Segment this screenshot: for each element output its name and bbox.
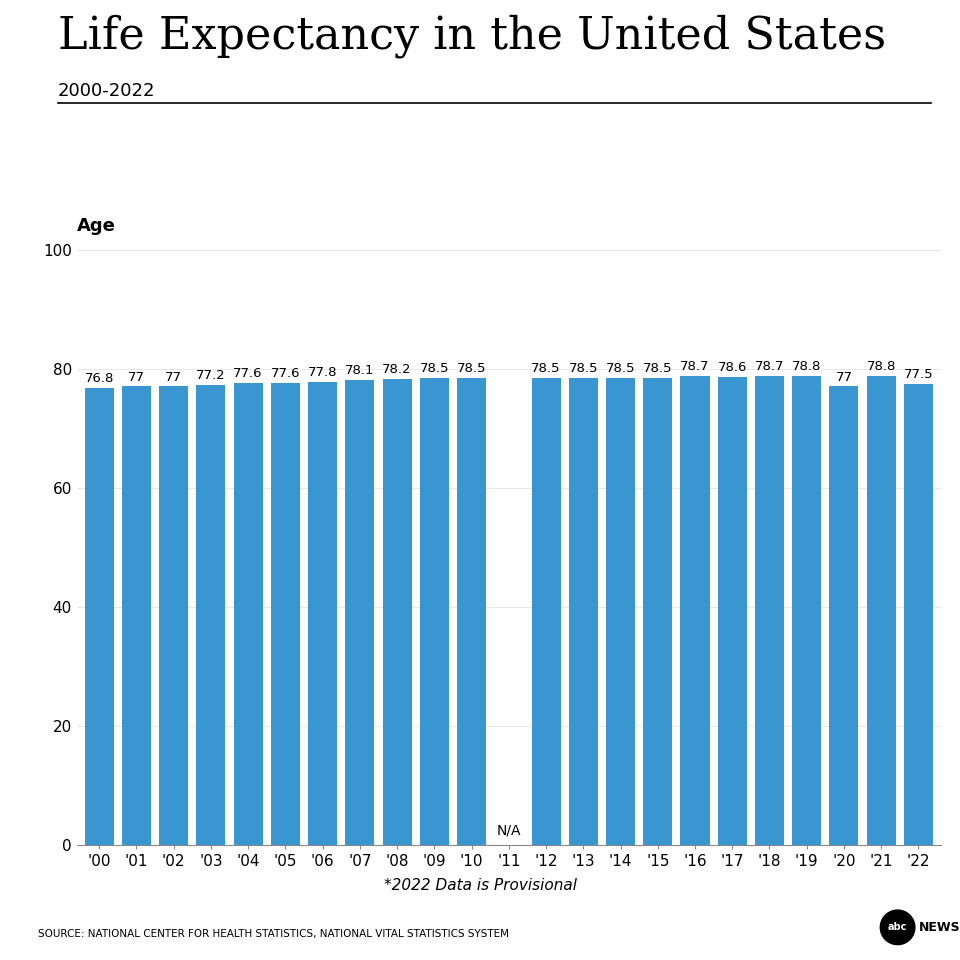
- Text: 77.8: 77.8: [308, 366, 337, 379]
- Bar: [568, 377, 598, 845]
- Text: Life Expectancy in the United States: Life Expectancy in the United States: [58, 14, 886, 58]
- Text: 78.2: 78.2: [382, 364, 412, 376]
- Bar: [159, 387, 188, 845]
- Text: 2000-2022: 2000-2022: [58, 82, 156, 100]
- Bar: [792, 375, 821, 845]
- Text: 78.8: 78.8: [792, 360, 822, 372]
- Bar: [718, 377, 747, 845]
- Text: 77: 77: [165, 371, 182, 383]
- Text: 76.8: 76.8: [84, 372, 114, 385]
- Bar: [606, 377, 636, 845]
- Bar: [643, 377, 672, 845]
- Text: 77.6: 77.6: [233, 367, 263, 380]
- Text: 78.5: 78.5: [643, 362, 673, 374]
- Bar: [420, 377, 449, 845]
- Bar: [681, 376, 709, 845]
- Text: 78.8: 78.8: [867, 360, 896, 372]
- Bar: [904, 383, 933, 845]
- Bar: [122, 387, 151, 845]
- Bar: [867, 375, 896, 845]
- Text: 78.5: 78.5: [606, 362, 636, 374]
- Bar: [532, 377, 561, 845]
- Text: 78.7: 78.7: [681, 360, 709, 373]
- Text: 77.6: 77.6: [271, 367, 300, 380]
- Text: *2022 Data is Provisional: *2022 Data is Provisional: [383, 878, 577, 894]
- Text: 77: 77: [835, 371, 852, 383]
- Text: 78.6: 78.6: [717, 361, 747, 374]
- Bar: [308, 382, 337, 845]
- Text: SOURCE: NATIONAL CENTER FOR HEALTH STATISTICS, NATIONAL VITAL STATISTICS SYSTEM: SOURCE: NATIONAL CENTER FOR HEALTH STATI…: [38, 929, 510, 939]
- Bar: [457, 377, 486, 845]
- Text: 78.5: 78.5: [531, 362, 561, 374]
- Bar: [346, 380, 374, 845]
- Bar: [233, 383, 263, 845]
- Bar: [197, 385, 226, 845]
- Text: 78.5: 78.5: [568, 362, 598, 374]
- Bar: [755, 376, 784, 845]
- Text: NEWS: NEWS: [919, 921, 960, 934]
- Text: 78.1: 78.1: [345, 364, 374, 377]
- Text: 77.2: 77.2: [196, 370, 226, 382]
- Text: 77: 77: [128, 371, 145, 383]
- Bar: [271, 383, 300, 845]
- Bar: [84, 388, 113, 845]
- Bar: [382, 379, 412, 845]
- Text: N/A: N/A: [496, 824, 521, 838]
- Text: 78.7: 78.7: [755, 360, 784, 373]
- Text: abc: abc: [888, 923, 907, 932]
- Bar: [829, 387, 858, 845]
- Text: 78.5: 78.5: [420, 362, 449, 374]
- Text: 77.5: 77.5: [903, 368, 933, 380]
- Text: 78.5: 78.5: [457, 362, 487, 374]
- Text: Age: Age: [77, 217, 115, 235]
